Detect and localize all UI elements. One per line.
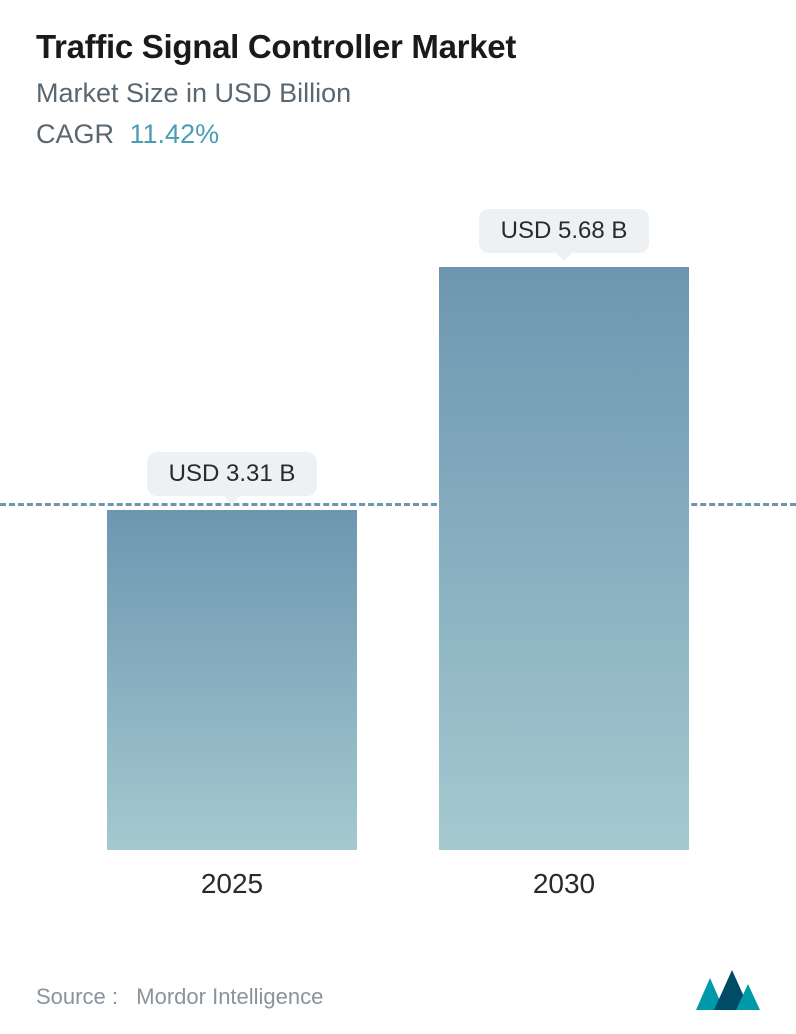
bar-group: USD 5.68 B 2030	[439, 200, 689, 900]
cagr-value: 11.42%	[130, 119, 220, 149]
bar	[439, 267, 689, 850]
page-title: Traffic Signal Controller Market	[36, 28, 760, 66]
cagr-label: CAGR	[36, 119, 114, 149]
cagr-line: CAGR 11.42%	[36, 119, 760, 150]
bar-value-pill: USD 3.31 B	[147, 452, 318, 496]
source-name: Mordor Intelligence	[136, 984, 323, 1009]
x-axis-label: 2030	[533, 868, 595, 900]
source-text: Source : Mordor Intelligence	[36, 984, 323, 1010]
logo-icon	[696, 970, 760, 1010]
bar-group: USD 3.31 B 2025	[107, 200, 357, 900]
chart-container: Traffic Signal Controller Market Market …	[0, 0, 796, 1034]
brand-logo	[696, 970, 760, 1010]
x-axis-label: 2025	[201, 868, 263, 900]
chart-area: USD 3.31 B 2025 USD 5.68 B 2030	[36, 200, 760, 900]
footer: Source : Mordor Intelligence	[36, 970, 760, 1010]
bar	[107, 510, 357, 850]
subtitle: Market Size in USD Billion	[36, 78, 760, 109]
bars-row: USD 3.31 B 2025 USD 5.68 B 2030	[36, 200, 760, 900]
source-prefix: Source :	[36, 984, 118, 1009]
bar-value-pill: USD 5.68 B	[479, 209, 650, 253]
